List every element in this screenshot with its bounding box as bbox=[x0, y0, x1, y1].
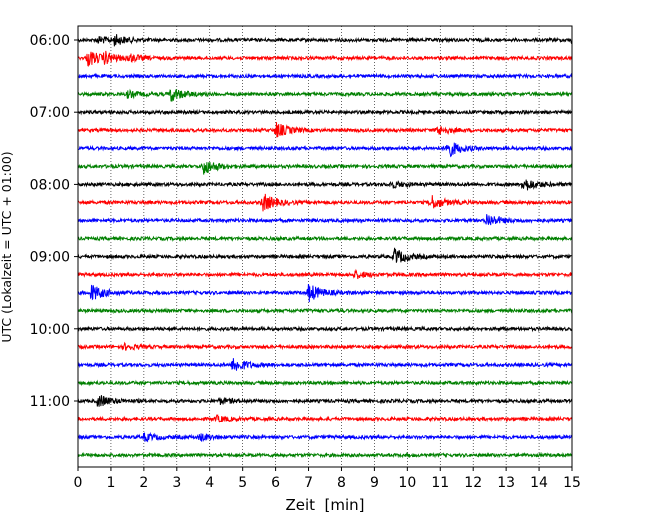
y-axis: 06:00 07:00 08:00 09:00 10:00 11:00 bbox=[30, 33, 78, 410]
y-tick-label: 11:00 bbox=[30, 394, 70, 410]
x-tick-label: 0 bbox=[74, 475, 83, 491]
x-tick-label: 10 bbox=[398, 475, 416, 491]
trace-line bbox=[77, 395, 573, 407]
trace-line bbox=[77, 72, 573, 80]
y-axis-label: UTC (Lokalzeit = UTC + 01:00) bbox=[0, 151, 14, 342]
trace-line bbox=[77, 179, 573, 191]
plot-frame bbox=[77, 25, 573, 468]
x-tick-label: 11 bbox=[431, 475, 449, 491]
trace-line bbox=[77, 307, 573, 315]
trace-line bbox=[77, 122, 573, 138]
trace-line bbox=[77, 341, 573, 352]
trace-line bbox=[77, 162, 573, 175]
x-tick-label: 6 bbox=[271, 475, 280, 491]
trace-line bbox=[77, 431, 573, 443]
trace-line bbox=[77, 268, 573, 280]
trace-line bbox=[77, 283, 573, 303]
trace-line bbox=[77, 235, 573, 243]
traces bbox=[77, 34, 573, 459]
x-tick-label: 13 bbox=[497, 475, 515, 491]
x-tick-label: 12 bbox=[464, 475, 482, 491]
trace-line bbox=[77, 193, 573, 212]
x-tick-label: 5 bbox=[238, 475, 247, 491]
x-tick-label: 2 bbox=[139, 475, 148, 491]
x-tick-label: 9 bbox=[370, 475, 379, 491]
x-axis: 0 1 2 3 4 5 6 7 8 9 10 11 12 13 14 15 bbox=[74, 467, 581, 491]
trace-line bbox=[77, 88, 573, 102]
x-tick-label: 15 bbox=[563, 475, 581, 491]
trace-line bbox=[77, 414, 573, 423]
x-tick-label: 7 bbox=[304, 475, 313, 491]
trace-line bbox=[77, 214, 573, 226]
trace-line bbox=[77, 451, 573, 459]
trace-line bbox=[77, 108, 573, 116]
y-tick-label: 10:00 bbox=[30, 322, 70, 338]
x-tick-label: 14 bbox=[530, 475, 548, 491]
y-tick-label: 07:00 bbox=[30, 105, 70, 121]
x-tick-label: 1 bbox=[106, 475, 115, 491]
y-tick-label: 09:00 bbox=[30, 250, 70, 266]
x-tick-label: 3 bbox=[172, 475, 181, 491]
y-tick-label: 08:00 bbox=[30, 177, 70, 193]
x-axis-label: Zeit [min] bbox=[285, 496, 364, 514]
trace-line bbox=[77, 358, 573, 371]
trace-line bbox=[77, 142, 573, 158]
x-tick-label: 4 bbox=[205, 475, 214, 491]
trace-line bbox=[77, 34, 573, 47]
trace-line bbox=[77, 379, 573, 387]
trace-line bbox=[77, 247, 573, 263]
trace-line bbox=[77, 50, 573, 67]
trace-line bbox=[77, 325, 573, 333]
x-tick-label: 8 bbox=[337, 475, 346, 491]
y-tick-label: 06:00 bbox=[30, 33, 70, 49]
